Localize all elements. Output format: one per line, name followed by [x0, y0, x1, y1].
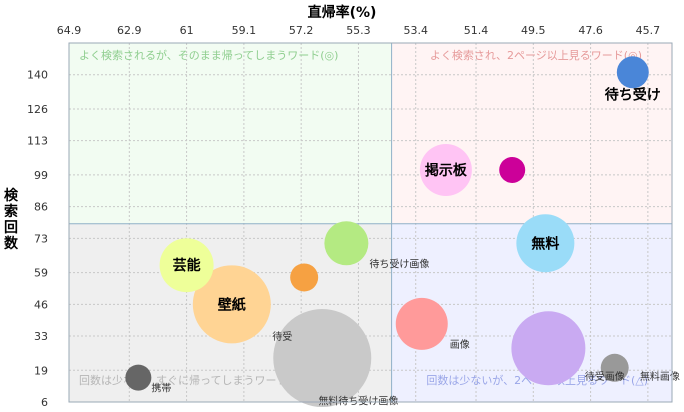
- grid-lines: [69, 43, 672, 402]
- bubble: [499, 156, 526, 183]
- x-tick-label: 61: [180, 24, 194, 37]
- bubble: [616, 56, 649, 89]
- x-tick-label: 62.9: [117, 24, 142, 37]
- bubbles: [125, 56, 649, 408]
- quadrant-dividers: [69, 43, 672, 402]
- bubble: [324, 221, 369, 266]
- bubble: [511, 311, 586, 386]
- quadrant-1: [69, 43, 392, 224]
- y-tick-label: 86: [34, 201, 48, 214]
- bubble-label: 壁紙: [218, 296, 246, 313]
- bubble-label: 無料画像: [640, 370, 680, 383]
- bubble-label: 待受: [272, 330, 292, 343]
- bubble: [159, 238, 214, 293]
- y-tick-label: 73: [34, 232, 48, 245]
- x-axis-title: 直帰率(%): [307, 5, 377, 21]
- bubble-label: 芸能: [173, 257, 201, 274]
- y-tick-label: 99: [34, 169, 48, 182]
- x-tick-labels: 64.9 62.9 61 59.1 57.2 55.3 53.4 51.4 49.5 47.6 45…: [57, 24, 660, 37]
- x-tick-label: 53.4: [403, 24, 428, 37]
- bubble-label: 携帯: [151, 382, 171, 395]
- bubble: [125, 364, 152, 391]
- bubble: [290, 263, 319, 292]
- y-tick-label: 126: [27, 103, 48, 116]
- quadrant-label: 回数は少なく、すぐに帰ってしまうワード: [79, 374, 287, 387]
- quadrant-label: よく検索され、2ページ以上見るワード(◎): [430, 48, 642, 62]
- bubble-label: 無料: [531, 235, 559, 252]
- x-tick-label: 64.9: [57, 24, 82, 37]
- y-tick-label: 46: [34, 298, 48, 311]
- y-tick-label: 33: [34, 330, 48, 343]
- x-tick-label: 45.7: [636, 24, 661, 37]
- x-tick-label: 47.6: [578, 24, 603, 37]
- bubble-label: 掲示板: [425, 162, 468, 179]
- bubble-label: 待ち受け画像: [369, 257, 429, 270]
- plot-frame: [68, 42, 673, 403]
- bubble: [419, 143, 472, 196]
- x-tick-label: 55.3: [346, 24, 371, 37]
- bubble-label: 待受画像: [585, 370, 625, 383]
- bubble-label: 待ち受け: [605, 86, 661, 103]
- bubble: [516, 214, 575, 273]
- bubble: [273, 309, 372, 408]
- x-tick-label: 51.4: [464, 24, 489, 37]
- y-tick-label: 19: [34, 364, 48, 377]
- y-tick-labels: 140 126 113 99 86 73 59 46 33 19 6: [27, 69, 48, 409]
- y-tick-label: 6: [41, 396, 48, 409]
- bubble: [395, 297, 448, 350]
- y-tick-label: 140: [27, 69, 48, 82]
- bubble-labels: 待ち受け掲示板無料待ち受け画像芸能壁紙画像待受携帯待受画像無料待ち受け画像無料画…: [151, 86, 680, 407]
- x-tick-label: 57.2: [289, 24, 314, 37]
- y-tick-label: 59: [34, 267, 48, 280]
- x-tick-label: 49.5: [521, 24, 546, 37]
- x-tick-label: 59.1: [232, 24, 257, 37]
- bubble-label: 無料待ち受け画像: [318, 394, 398, 407]
- bubble-label: 画像: [450, 339, 470, 351]
- quadrant-label: よく検索されるが、そのまま帰ってしまうワード(◎): [79, 48, 338, 62]
- bubble: [192, 265, 271, 344]
- y-axis-title: 検索回数: [4, 188, 18, 252]
- bubble: [600, 353, 629, 382]
- y-tick-label: 113: [27, 135, 48, 148]
